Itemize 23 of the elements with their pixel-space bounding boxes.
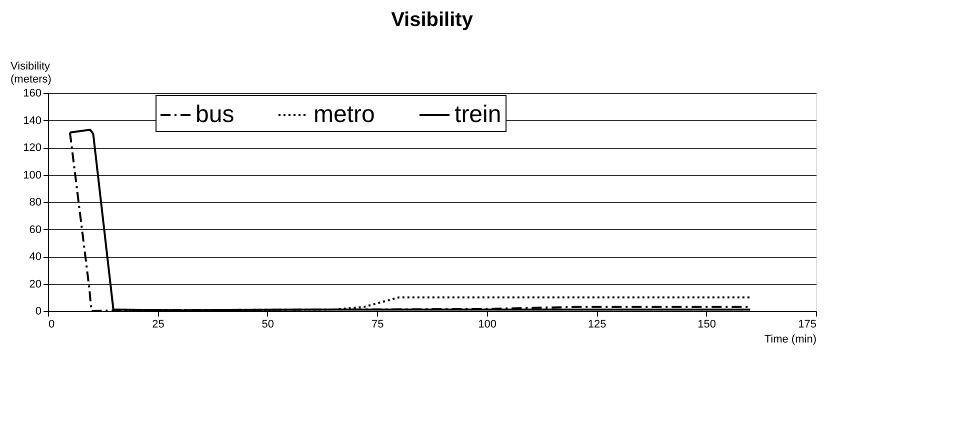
- x-tick-label: 125: [588, 318, 606, 330]
- y-tick-label: 160: [23, 88, 42, 100]
- legend-label: bus: [196, 101, 234, 128]
- legend-label: metro: [314, 101, 375, 128]
- x-tick-label: 0: [48, 318, 55, 330]
- y-tick-label: 20: [29, 278, 42, 290]
- x-tick-label: 100: [478, 318, 497, 330]
- y-tick-label: 60: [29, 224, 42, 236]
- y-tick-label: 120: [23, 142, 42, 154]
- x-tick-label: 175: [798, 318, 816, 330]
- y-axis-title: Visibility (meters): [10, 60, 52, 86]
- y-tick-label: 0: [35, 306, 42, 318]
- x-tick-label: 25: [152, 318, 164, 330]
- x-tick-label: 150: [698, 318, 716, 330]
- legend-label: trein: [454, 101, 502, 128]
- y-tick-label: 40: [29, 251, 42, 263]
- x-axis-title: Time (min): [764, 334, 816, 346]
- chart-title: Visibility: [391, 9, 474, 31]
- x-tick-label: 50: [262, 318, 274, 330]
- y-tick-label: 100: [23, 169, 42, 182]
- y-tick-label: 80: [29, 196, 42, 208]
- x-tick-label: 75: [372, 318, 384, 330]
- y-tick-label: 140: [23, 114, 42, 127]
